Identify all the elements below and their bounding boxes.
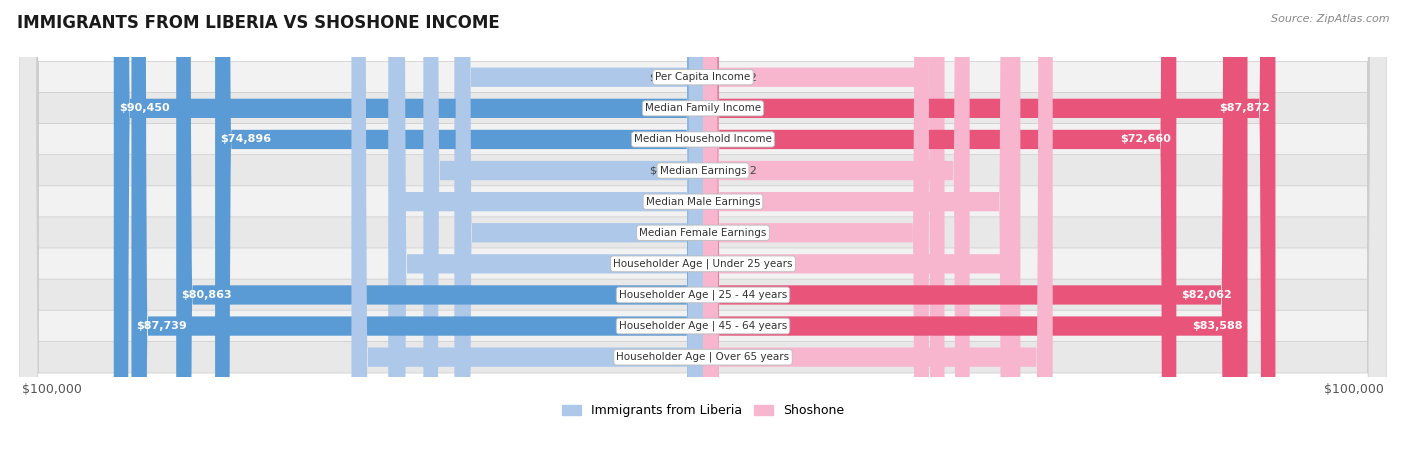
Text: $87,739: $87,739 — [136, 321, 187, 331]
Text: Per Capita Income: Per Capita Income — [655, 72, 751, 82]
FancyBboxPatch shape — [703, 0, 1177, 467]
Legend: Immigrants from Liberia, Shoshone: Immigrants from Liberia, Shoshone — [557, 399, 849, 422]
Text: $80,863: $80,863 — [181, 290, 232, 300]
Text: $74,896: $74,896 — [221, 134, 271, 144]
FancyBboxPatch shape — [703, 0, 1015, 467]
FancyBboxPatch shape — [20, 0, 1386, 467]
Text: IMMIGRANTS FROM LIBERIA VS SHOSHONE INCOME: IMMIGRANTS FROM LIBERIA VS SHOSHONE INCO… — [17, 14, 499, 32]
FancyBboxPatch shape — [352, 0, 703, 467]
Text: $48,720: $48,720 — [711, 259, 756, 269]
Text: $42,923: $42,923 — [650, 165, 695, 176]
Text: $37,072: $37,072 — [711, 72, 756, 82]
Text: Source: ZipAtlas.com: Source: ZipAtlas.com — [1271, 14, 1389, 24]
Text: $90,450: $90,450 — [120, 103, 170, 113]
FancyBboxPatch shape — [703, 0, 1053, 467]
FancyBboxPatch shape — [456, 0, 703, 467]
Text: $47,981: $47,981 — [650, 259, 695, 269]
Text: $72,660: $72,660 — [1121, 134, 1171, 144]
Text: Median Household Income: Median Household Income — [634, 134, 772, 144]
Text: $87,872: $87,872 — [1219, 103, 1270, 113]
FancyBboxPatch shape — [703, 0, 970, 467]
Text: Median Earnings: Median Earnings — [659, 165, 747, 176]
FancyBboxPatch shape — [388, 0, 703, 467]
FancyBboxPatch shape — [176, 0, 703, 467]
Text: Householder Age | Under 25 years: Householder Age | Under 25 years — [613, 259, 793, 269]
Text: $53,967: $53,967 — [650, 352, 695, 362]
FancyBboxPatch shape — [20, 0, 1386, 467]
FancyBboxPatch shape — [20, 0, 1386, 467]
Text: $53,681: $53,681 — [711, 352, 756, 362]
FancyBboxPatch shape — [20, 0, 1386, 467]
FancyBboxPatch shape — [703, 0, 1237, 467]
FancyBboxPatch shape — [454, 0, 703, 467]
Text: Median Family Income: Median Family Income — [645, 103, 761, 113]
Text: Householder Age | Over 65 years: Householder Age | Over 65 years — [616, 352, 790, 362]
FancyBboxPatch shape — [703, 0, 1247, 467]
FancyBboxPatch shape — [703, 0, 1275, 467]
Text: $38,165: $38,165 — [650, 72, 695, 82]
FancyBboxPatch shape — [391, 0, 703, 467]
FancyBboxPatch shape — [20, 0, 1386, 467]
FancyBboxPatch shape — [131, 0, 703, 467]
Text: $82,062: $82,062 — [1181, 290, 1233, 300]
Text: Median Female Earnings: Median Female Earnings — [640, 228, 766, 238]
Text: Householder Age | 45 - 64 years: Householder Age | 45 - 64 years — [619, 321, 787, 331]
FancyBboxPatch shape — [20, 0, 1386, 467]
Text: $40,932: $40,932 — [711, 165, 756, 176]
FancyBboxPatch shape — [703, 0, 1021, 467]
Text: $34,677: $34,677 — [711, 228, 756, 238]
Text: $83,588: $83,588 — [1192, 321, 1243, 331]
Text: Median Male Earnings: Median Male Earnings — [645, 197, 761, 207]
FancyBboxPatch shape — [20, 0, 1386, 467]
FancyBboxPatch shape — [20, 0, 1386, 467]
FancyBboxPatch shape — [703, 0, 929, 467]
FancyBboxPatch shape — [20, 0, 1386, 467]
Text: $47,930: $47,930 — [711, 197, 756, 207]
FancyBboxPatch shape — [20, 0, 1386, 467]
Text: $48,317: $48,317 — [650, 197, 695, 207]
Text: Householder Age | 25 - 44 years: Householder Age | 25 - 44 years — [619, 290, 787, 300]
FancyBboxPatch shape — [114, 0, 703, 467]
FancyBboxPatch shape — [423, 0, 703, 467]
FancyBboxPatch shape — [703, 0, 945, 467]
FancyBboxPatch shape — [215, 0, 703, 467]
Text: $37,970: $37,970 — [650, 228, 695, 238]
